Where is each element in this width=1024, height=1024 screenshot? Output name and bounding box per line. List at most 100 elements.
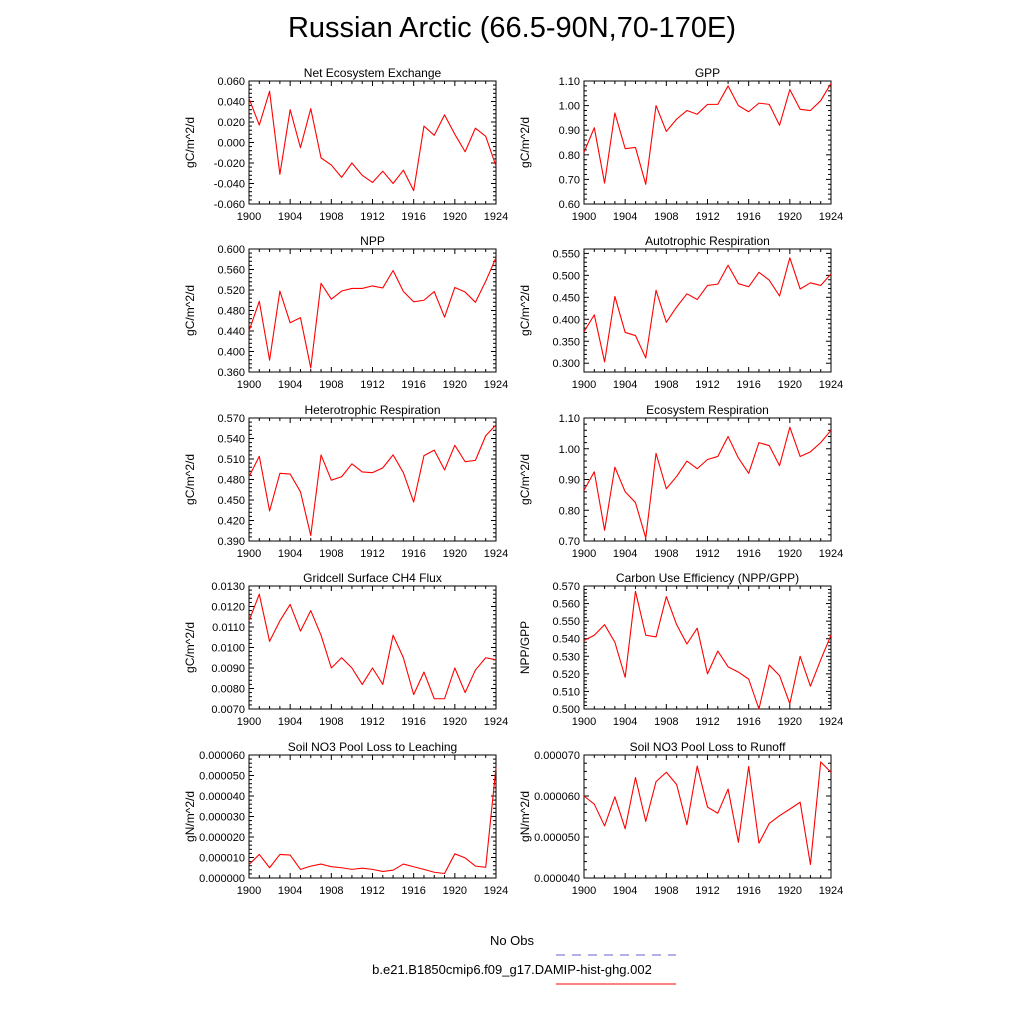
y-tick-label: 0.480 [217, 306, 245, 318]
x-tick-label: 1920 [443, 885, 467, 897]
y-tick-label: 0.000040 [199, 791, 245, 803]
y-tick-label: 0.80 [559, 505, 580, 517]
panel-title: Gridcell Surface CH4 Flux [303, 571, 442, 585]
x-tick-label: 1904 [278, 716, 302, 728]
x-tick-label: 1912 [360, 716, 384, 728]
x-tick-label: 1904 [613, 885, 637, 897]
chart-panel-1: Net Ecosystem Exchange gC/m^2/d 1900 1904 19… [183, 66, 508, 223]
x-tick-label: 1904 [613, 379, 637, 391]
x-tick-label: 1908 [319, 379, 343, 391]
y-tick-label: 0.0070 [211, 704, 245, 716]
y-axis-label: NPP/GPP [518, 621, 532, 674]
legend-case-label: b.e21.B1850cmip6.f09_g17.DAMIP-hist-ghg.… [372, 962, 652, 977]
y-tick-label: 0.480 [217, 475, 245, 487]
x-tick-label: 1920 [778, 885, 802, 897]
plot-frame [583, 80, 832, 205]
y-tick-label: 0.550 [552, 616, 580, 628]
y-tick-label: 0.0110 [212, 622, 245, 634]
y-tick-label: 0.000010 [199, 853, 245, 865]
x-tick-label: 1916 [401, 379, 425, 391]
x-tick-label: 1916 [401, 716, 425, 728]
series-line [583, 590, 832, 710]
x-tick-label: 1920 [778, 211, 802, 223]
y-axis-label: gC/m^2/d [183, 285, 197, 336]
chart-panel-2: GPP gC/m^2/d 1900 1904 1908 1912 1916 1920 1924 1… [518, 66, 843, 223]
y-tick-label: 1.00 [559, 444, 580, 456]
x-tick-label: 1900 [237, 716, 261, 728]
x-tick-label: 1908 [654, 885, 678, 897]
x-tick-label: 1912 [360, 211, 384, 223]
y-tick-label: -0.040 [214, 179, 245, 191]
x-tick-label: 1908 [654, 716, 678, 728]
y-tick-label: 0.520 [217, 285, 245, 297]
x-tick-label: 1916 [736, 885, 760, 897]
x-tick-label: 1912 [360, 885, 384, 897]
y-tick-label: 0.450 [217, 495, 245, 507]
y-tick-label: 0.400 [552, 314, 580, 326]
plot-frame [248, 585, 497, 710]
chart-panel-3: NPP gC/m^2/d 1900 1904 1908 1912 1916 1920 1924 0… [183, 234, 508, 391]
x-tick-label: 1920 [443, 379, 467, 391]
x-tick-label: 1916 [401, 211, 425, 223]
y-tick-label: 0.70 [559, 536, 580, 548]
x-tick-label: 1920 [778, 716, 802, 728]
x-tick-label: 1908 [319, 885, 343, 897]
y-tick-label: 0.510 [217, 454, 245, 466]
x-tick-label: 1924 [484, 885, 508, 897]
x-tick-label: 1924 [484, 548, 508, 560]
x-tick-label: 1900 [572, 379, 596, 391]
y-tick-label: 0.440 [217, 326, 245, 338]
y-tick-label: 0.060 [217, 76, 245, 88]
y-tick-label: 0.560 [217, 265, 245, 277]
x-tick-label: 1920 [443, 548, 467, 560]
x-tick-label: 1900 [237, 548, 261, 560]
x-tick-label: 1908 [654, 548, 678, 560]
y-tick-label: 0.350 [552, 336, 580, 348]
plot-frame [583, 248, 832, 373]
chart-panel-10: Soil NO3 Pool Loss to Runoff gN/m^2/d 1900… [518, 740, 843, 897]
series-line [248, 593, 497, 700]
series-line [583, 257, 832, 363]
y-tick-label: 0.360 [217, 367, 245, 379]
y-tick-label: 0.0130 [211, 581, 245, 593]
y-tick-label: 0.90 [559, 475, 580, 487]
x-tick-label: 1916 [736, 211, 760, 223]
y-tick-label: 1.10 [559, 76, 580, 88]
y-axis-label: gC/m^2/d [518, 117, 532, 168]
y-tick-label: 1.10 [559, 413, 580, 425]
x-tick-label: 1924 [484, 211, 508, 223]
y-tick-label: 0.0080 [211, 684, 245, 696]
y-tick-label: 0.550 [552, 248, 580, 260]
y-axis-label: gN/m^2/d [183, 791, 197, 842]
x-tick-label: 1912 [360, 379, 384, 391]
y-tick-label: 0.000050 [199, 771, 245, 783]
y-tick-label: 0.000 [217, 138, 245, 150]
x-tick-label: 1908 [654, 379, 678, 391]
x-tick-label: 1908 [319, 548, 343, 560]
chart-panel-5: Heterotrophic Respiration gC/m^2/d 1900 190… [183, 403, 508, 560]
panel-title: NPP [360, 234, 385, 248]
y-axis-label: gN/m^2/d [518, 791, 532, 842]
x-tick-label: 1916 [401, 548, 425, 560]
x-tick-label: 1904 [278, 548, 302, 560]
x-tick-label: 1924 [819, 716, 843, 728]
panel-title: Autotrophic Respiration [645, 234, 770, 248]
y-tick-label: 0.0120 [211, 602, 245, 614]
y-tick-label: 0.000040 [534, 873, 580, 885]
y-tick-label: 0.540 [217, 434, 245, 446]
x-tick-label: 1904 [278, 211, 302, 223]
x-tick-label: 1924 [484, 379, 508, 391]
y-axis-label: gC/m^2/d [183, 117, 197, 168]
legend [556, 954, 676, 985]
x-tick-label: 1920 [443, 716, 467, 728]
y-tick-label: 0.000030 [199, 812, 245, 824]
y-tick-label: 0.540 [552, 634, 580, 646]
y-tick-label: 0.000060 [534, 791, 580, 803]
x-tick-label: 1916 [401, 885, 425, 897]
x-tick-label: 1900 [237, 211, 261, 223]
x-tick-label: 1916 [736, 379, 760, 391]
y-tick-label: 0.000050 [534, 832, 580, 844]
y-tick-label: 0.420 [217, 516, 245, 528]
y-tick-label: 0.560 [552, 599, 580, 611]
y-tick-label: 0.000020 [199, 832, 245, 844]
